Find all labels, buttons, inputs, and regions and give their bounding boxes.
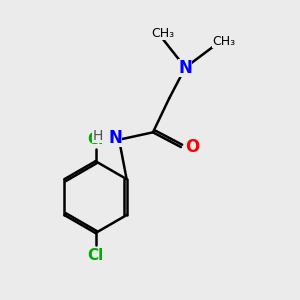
Text: H: H — [92, 129, 103, 143]
Text: O: O — [185, 138, 199, 156]
Text: N: N — [178, 58, 192, 76]
Text: CH₃: CH₃ — [152, 27, 175, 40]
Text: Cl: Cl — [87, 248, 104, 263]
Text: CH₃: CH₃ — [212, 34, 235, 48]
Text: N: N — [109, 129, 122, 147]
Text: Cl: Cl — [87, 132, 104, 147]
